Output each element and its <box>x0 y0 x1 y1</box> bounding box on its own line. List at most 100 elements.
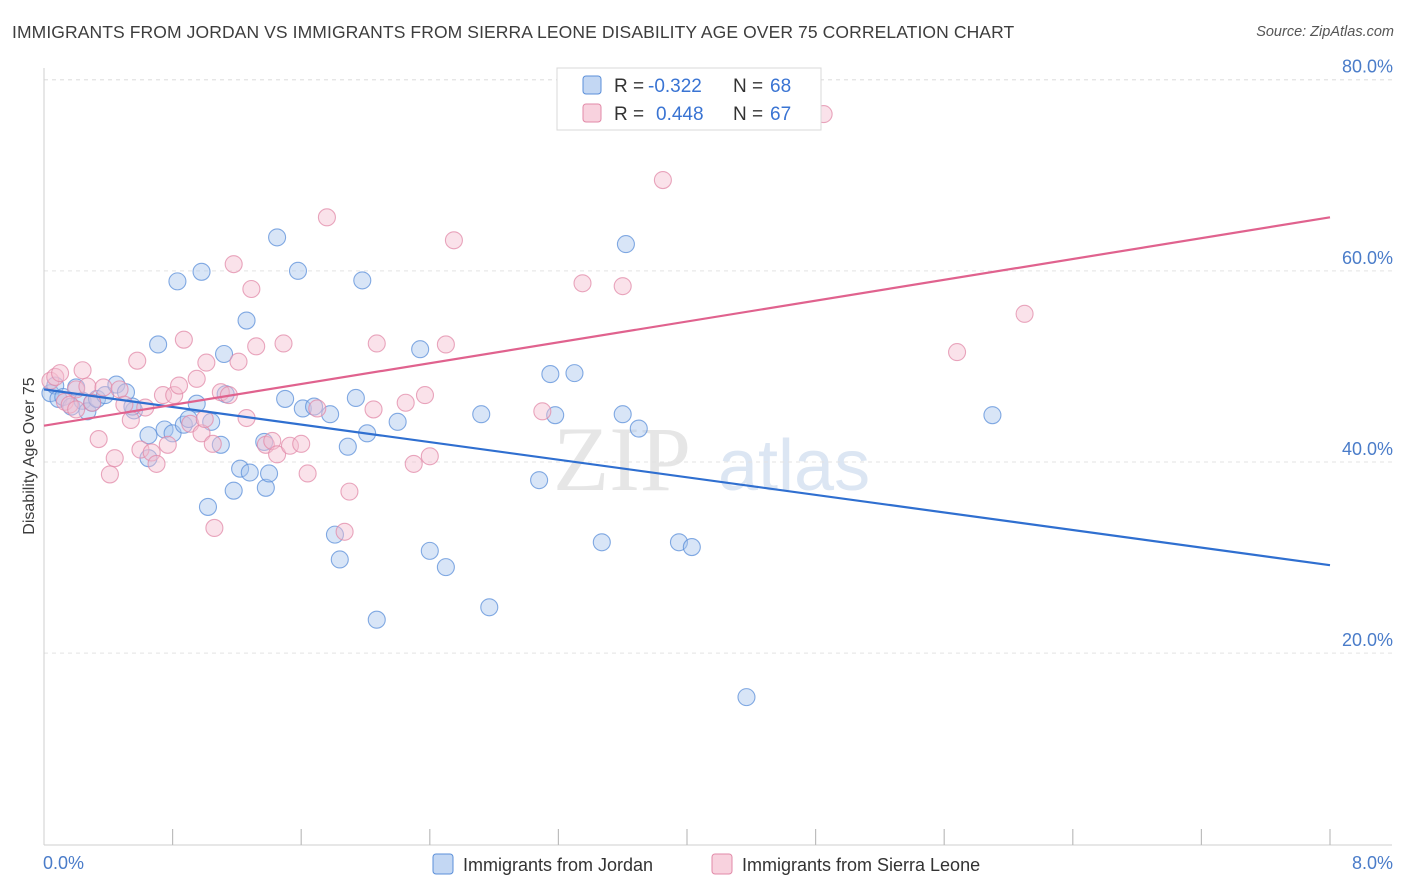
y-axis-title: Disability Age Over 75 <box>21 377 38 535</box>
point-jordan <box>293 399 312 418</box>
point-jordan <box>411 340 430 359</box>
point-jordan <box>592 533 611 552</box>
point-sierra-leone <box>89 430 108 449</box>
point-jordan <box>268 228 287 247</box>
point-sierra-leone <box>340 482 359 501</box>
legend-n-value-jordan: 68 <box>770 76 791 97</box>
point-jordan <box>346 388 365 408</box>
y-tick-label: 80.0% <box>1342 57 1393 77</box>
point-jordan <box>737 688 756 707</box>
point-jordan <box>237 311 256 330</box>
point-jordan <box>139 426 158 445</box>
point-sierra-leone <box>404 454 423 473</box>
point-jordan <box>231 459 250 478</box>
point-sierra-leone <box>436 335 455 354</box>
point-sierra-leone <box>292 434 311 453</box>
legend-r-label-jordan: R = <box>614 76 644 97</box>
x-tick-label-max: 8.0% <box>1352 853 1393 873</box>
point-jordan <box>224 481 243 500</box>
point-sierra-leone <box>73 361 92 380</box>
point-jordan <box>480 598 499 617</box>
point-sierra-leone <box>274 334 293 353</box>
grid-lines <box>44 79 1392 654</box>
point-jordan <box>78 402 97 421</box>
point-sierra-leone <box>51 364 70 383</box>
point-sierra-leone <box>364 400 383 419</box>
trend-line-sierra-leone <box>43 216 1331 427</box>
point-sierra-leone <box>67 400 86 419</box>
point-jordan <box>214 344 234 364</box>
point-jordan <box>338 437 357 456</box>
point-sierra-leone <box>203 434 222 453</box>
point-sierra-leone <box>280 436 299 455</box>
point-sierra-leone <box>247 337 266 356</box>
legend-swatch-sierra-leone <box>582 103 602 123</box>
point-jordan <box>198 497 218 516</box>
point-jordan <box>565 364 584 383</box>
point-jordan <box>168 272 187 291</box>
point-sierra-leone <box>444 231 463 250</box>
point-jordan <box>367 610 386 629</box>
point-sierra-leone <box>533 402 552 421</box>
series-legend: Immigrants from Jordan Immigrants from S… <box>432 853 980 875</box>
point-sierra-leone <box>396 393 415 412</box>
point-sierra-leone <box>268 445 287 464</box>
chart-source: Source: ZipAtlas.com <box>1256 24 1394 40</box>
point-jordan <box>353 271 372 290</box>
point-sierra-leone <box>1015 304 1034 323</box>
watermark-atlas: atlas <box>718 426 870 506</box>
trend-lines <box>43 216 1331 567</box>
bottom-legend-swatch-jordan <box>432 853 454 875</box>
point-jordan <box>436 558 455 577</box>
point-jordan <box>305 397 324 416</box>
point-sierra-leone <box>613 277 632 296</box>
point-sierra-leone <box>128 351 147 370</box>
point-sierra-leone <box>121 410 140 429</box>
point-sierra-leone <box>229 352 248 371</box>
watermark-zip: ZIP <box>553 408 691 510</box>
point-jordan <box>192 262 211 281</box>
point-sierra-leone <box>169 376 189 395</box>
bottom-legend-swatch-sierra-leone <box>711 853 733 875</box>
point-sierra-leone <box>83 393 102 412</box>
point-jordan <box>259 464 279 483</box>
point-sierra-leone <box>158 435 177 454</box>
point-sierra-leone <box>308 399 327 418</box>
legend-n-label-sierra-leone: N = <box>733 104 763 125</box>
y-tick-labels: 20.0% 40.0% 60.0% 80.0% <box>1342 57 1393 650</box>
point-sierra-leone <box>100 465 119 484</box>
x-tick-label-min: 0.0% <box>43 853 84 873</box>
point-jordan <box>530 471 549 490</box>
point-sierra-leone <box>205 518 224 537</box>
legend-n-value-sierra-leone: 67 <box>770 104 791 125</box>
point-jordan <box>174 415 193 434</box>
y-tick-label: 20.0% <box>1342 630 1393 650</box>
point-jordan <box>613 405 632 424</box>
point-jordan <box>682 538 701 557</box>
point-jordan <box>420 541 439 560</box>
y-tick-label: 60.0% <box>1342 248 1393 268</box>
legend-r-label-sierra-leone: R = <box>614 104 644 125</box>
point-sierra-leone <box>948 343 967 362</box>
point-sierra-leone <box>78 377 97 396</box>
point-jordan <box>629 419 648 438</box>
point-sierra-leone <box>142 443 161 462</box>
point-jordan <box>541 365 560 384</box>
legend-swatch-jordan <box>582 75 602 95</box>
x-axis-ticks <box>172 829 1331 845</box>
point-sierra-leone <box>317 208 336 227</box>
point-sierra-leone <box>94 378 113 397</box>
point-sierra-leone <box>335 522 354 541</box>
point-sierra-leone <box>415 386 435 405</box>
point-sierra-leone <box>420 447 439 466</box>
point-sierra-leone <box>174 330 193 349</box>
point-jordan <box>149 335 168 354</box>
point-sierra-leone <box>197 353 216 372</box>
point-jordan <box>240 463 259 482</box>
point-sierra-leone <box>147 454 166 473</box>
point-sierra-leone <box>187 369 206 388</box>
point-jordan <box>616 235 635 254</box>
point-sierra-leone <box>367 334 386 353</box>
point-sierra-leone <box>242 279 261 299</box>
